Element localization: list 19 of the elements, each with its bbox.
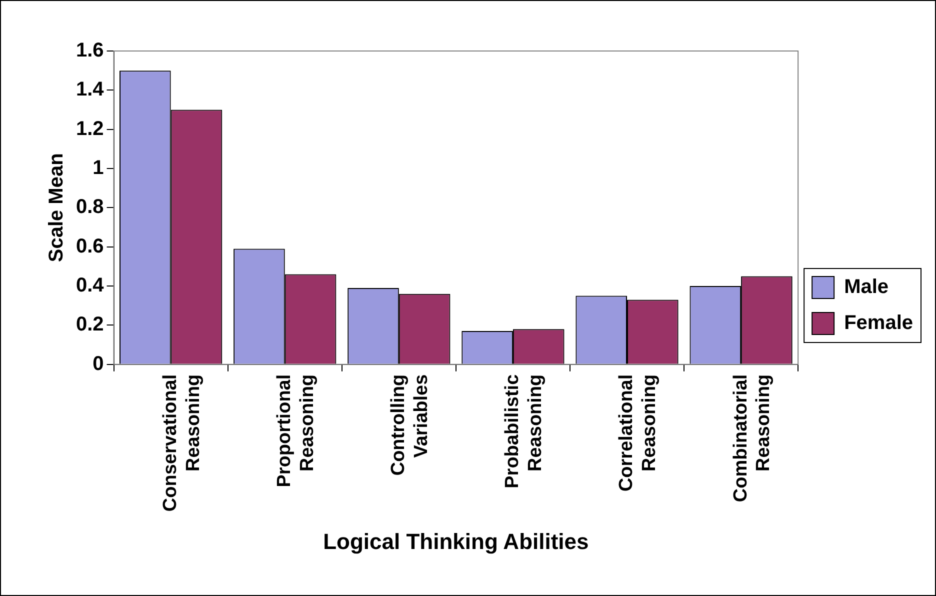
legend-label: Male: [844, 276, 889, 298]
x-tick-label: Correlational Reasoning: [616, 374, 660, 492]
y-tick-label: 0: [92, 352, 104, 375]
y-tick-label: 1: [92, 157, 104, 180]
y-tick-label: 0.2: [76, 314, 104, 336]
y-tick-label: 1.6: [76, 40, 104, 62]
x-axis-title: Logical Thinking Abilities: [323, 528, 589, 554]
y-tick-label: 0.6: [76, 235, 104, 258]
x-tick-label: Probabilistic Reasoning: [502, 374, 546, 488]
y-axis-title: Scale Mean: [46, 153, 68, 262]
x-tick-label: Conservational Reasoning: [160, 374, 204, 512]
x-tick-label: Proportional Reasoning: [274, 374, 318, 488]
x-tick-label: Controlling Variables: [388, 374, 432, 476]
y-tick-label: 0.4: [76, 274, 105, 297]
legend-label: Female: [844, 312, 914, 334]
x-tick-label: Combinatorial Reasoning: [730, 374, 774, 502]
y-tick-label: 0.8: [76, 196, 104, 218]
y-tick-label: 1.2: [76, 118, 104, 140]
y-tick-label: 1.4: [76, 78, 105, 101]
